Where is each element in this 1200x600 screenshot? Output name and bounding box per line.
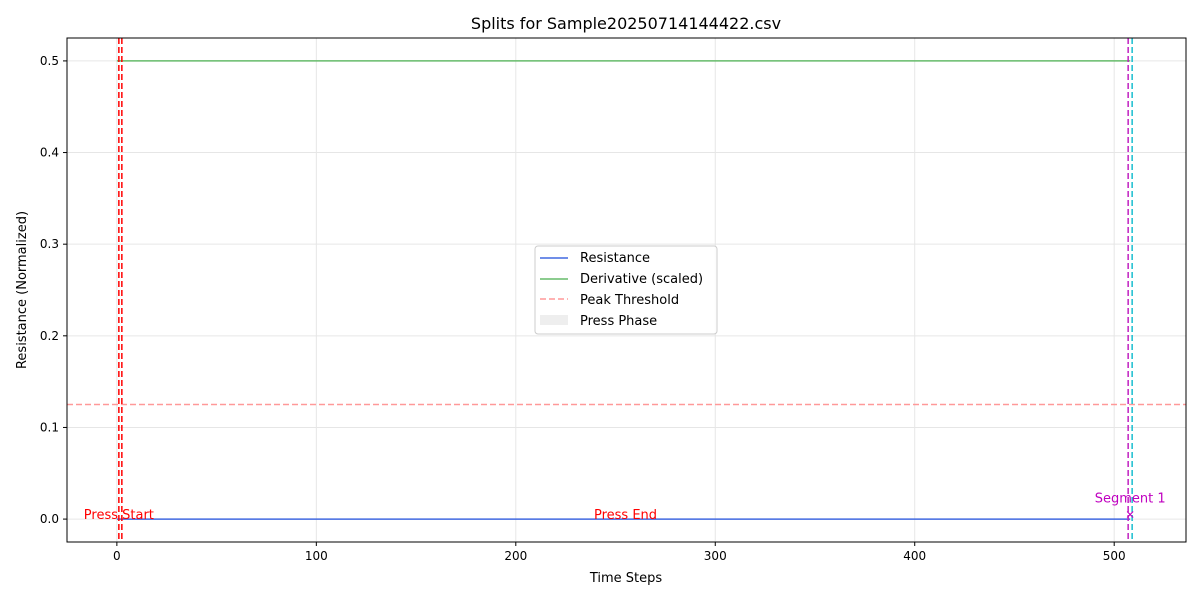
segment-x-marker [1126, 511, 1134, 518]
x-tick-label: 100 [305, 549, 328, 563]
legend: Resistance Derivative (scaled) Peak Thre… [534, 245, 718, 335]
legend-label-resistance: Resistance [580, 251, 650, 266]
plot-frame [66, 37, 1187, 543]
annotation-label: Press Start [84, 508, 154, 523]
legend-label-press-phase: Press Phase [580, 314, 657, 329]
legend-label-derivative: Derivative (scaled) [580, 272, 703, 287]
y-tick-label: 0.4 [40, 146, 59, 160]
y-axis-label: Resistance (Normalized) [15, 211, 30, 369]
x-axis-label: Time Steps [589, 571, 663, 586]
x-axis: 0 100 200 300 400 500 [113, 542, 1126, 563]
x-tick-label: 200 [504, 549, 527, 563]
y-tick-label: 0.1 [40, 420, 59, 434]
x-tick-label: 400 [903, 549, 926, 563]
y-tick-label: 0.3 [40, 237, 59, 251]
legend-swatch-press-phase [540, 315, 568, 325]
legend-label-peak-threshold: Peak Threshold [580, 293, 679, 308]
y-tick-label: 0.2 [40, 329, 59, 343]
y-axis: 0.0 0.1 0.2 0.3 0.4 0.5 [40, 54, 67, 526]
plot-area: Press Start Press End Segment 1 [67, 38, 1186, 542]
legend-box [534, 245, 718, 335]
x-tick-label: 0 [113, 549, 121, 563]
y-tick-label: 0.0 [40, 512, 59, 526]
y-tick-label: 0.5 [40, 54, 59, 68]
annotation-label: Press End [594, 508, 657, 523]
annotation-label: Segment 1 [1095, 492, 1166, 507]
x-tick-label: 300 [704, 549, 727, 563]
x-tick-label: 500 [1103, 549, 1126, 563]
chart-title: Splits for Sample20250714144422.csv [471, 14, 781, 33]
